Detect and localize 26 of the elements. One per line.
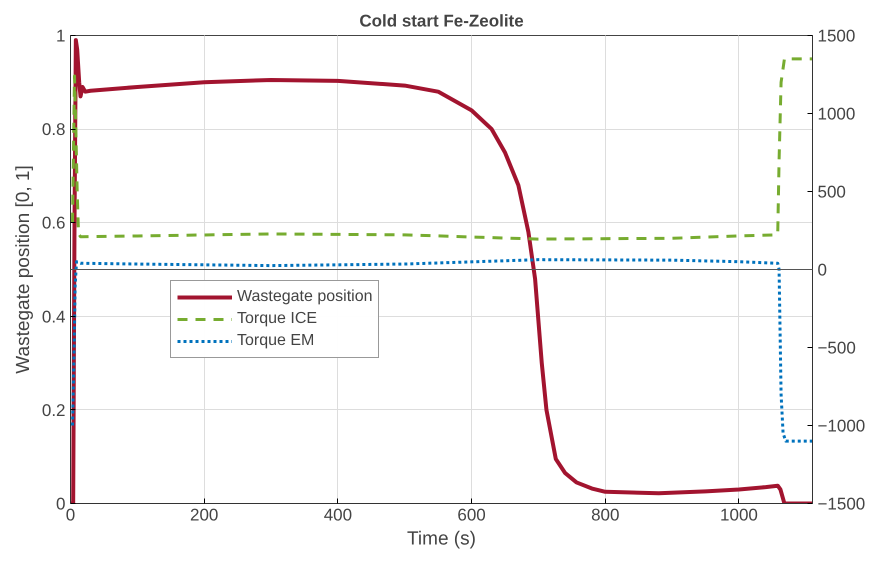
y2-tick-label: 1000: [818, 104, 856, 124]
line-series: [71, 57, 812, 241]
y-tick-label: 1: [56, 26, 66, 46]
line-series: [70, 38, 812, 504]
y2-tick-label: 0: [818, 260, 827, 280]
x-tick-label: 1000: [720, 506, 758, 524]
y2-tick-label: 1500: [818, 26, 856, 46]
y2-tick-label: 500: [818, 182, 846, 202]
y2-tick-label: −500: [818, 338, 856, 358]
chart-title: Cold start Fe-Zeolite: [359, 12, 524, 30]
y2-tick-label: −1000: [818, 416, 866, 436]
legend-label: Wastegate position: [237, 287, 372, 307]
x-tick-label: 200: [190, 506, 218, 524]
x-axis-title: Time (s): [407, 528, 476, 550]
y-axis-title: Wastegate position [0, 1]: [12, 165, 34, 374]
y-tick-label: 0.4: [42, 307, 66, 326]
line-series: [71, 258, 812, 443]
y2-tick-label: −1500: [818, 494, 866, 514]
x-tick-label: 400: [324, 506, 352, 524]
y-tick-label: 0.8: [42, 120, 66, 140]
legend-label: Torque ICE: [237, 309, 318, 329]
x-tick-label: 600: [457, 506, 486, 524]
y-tick-label: 0.6: [42, 214, 66, 233]
y-tick-label: 0.2: [42, 400, 66, 420]
legend-label: Torque EM: [237, 331, 314, 351]
x-tick-label: 800: [591, 506, 620, 524]
